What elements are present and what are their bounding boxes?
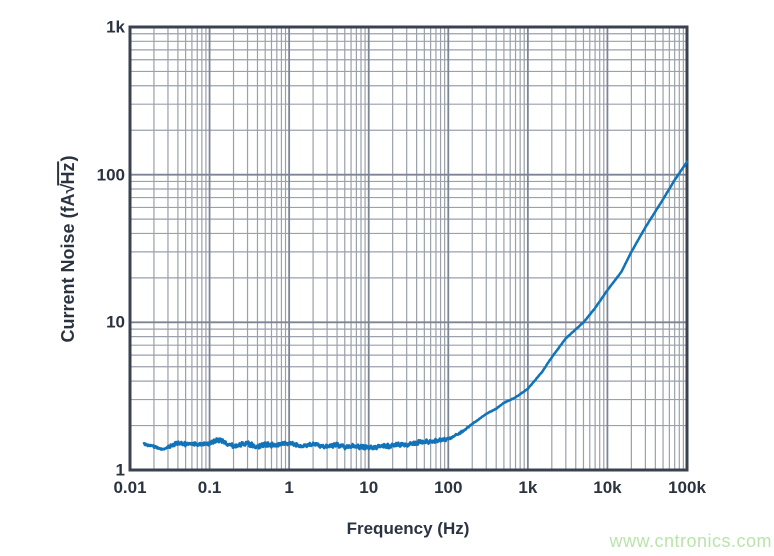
x-tick-label-0.01: 0.01	[113, 478, 147, 497]
x-tick-label-1k: 1k	[518, 478, 538, 497]
y-axis-title-prefix: Current Noise (fA	[58, 193, 79, 343]
x-tick-label-100: 100	[434, 478, 463, 497]
y-tick-label-1k: 1k	[106, 17, 125, 37]
x-tick-label-100k: 100k	[668, 478, 706, 497]
y-axis-title-suffix: )	[58, 155, 79, 162]
x-axis-title: Frequency (Hz)	[346, 519, 470, 538]
plot-border	[128, 25, 689, 472]
y-tick-label-10: 10	[106, 312, 125, 332]
y-axis-title: Current Noise (fA√Hz)	[57, 155, 79, 343]
y-tick-label-1: 1	[115, 460, 125, 480]
noise-curve	[142, 160, 689, 451]
x-tick-label-10: 10	[359, 478, 379, 497]
watermark: www.cntronics.com	[609, 531, 772, 551]
y-tick-label-100: 100	[96, 165, 125, 185]
x-tick-label-10k: 10k	[593, 478, 622, 497]
x-tick-label-1: 1	[284, 478, 294, 497]
x-tick-label-0.1: 0.1	[197, 478, 222, 497]
y-axis-title-radicand: Hz	[57, 161, 79, 186]
